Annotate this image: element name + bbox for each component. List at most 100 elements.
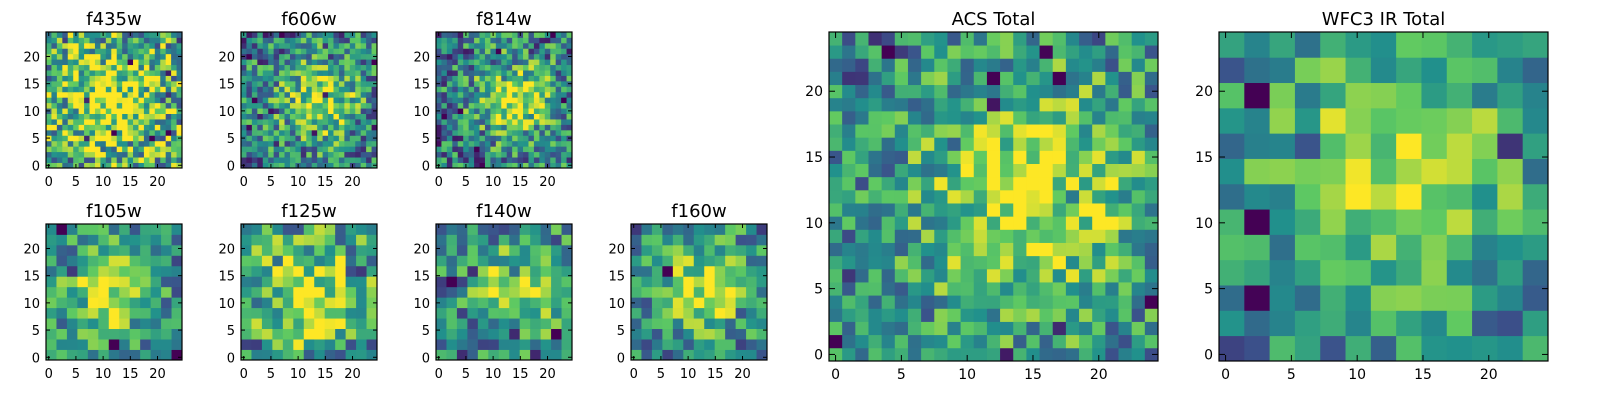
- heatmap-cell: [324, 318, 336, 330]
- heatmap-cell: [855, 137, 869, 151]
- heatmap-cell: [495, 151, 502, 158]
- heatmap-cell: [488, 339, 500, 350]
- heatmap-cell: [355, 80, 362, 87]
- heatmap-cell: [355, 48, 362, 55]
- heatmap-cell: [1052, 282, 1067, 296]
- heatmap-cell: [328, 86, 334, 93]
- heatmap-cell: [257, 151, 264, 158]
- heatmap-cell: [441, 140, 448, 147]
- heatmap-cell: [1244, 310, 1271, 337]
- heatmap-cell: [561, 157, 567, 163]
- heatmap-cell: [947, 176, 961, 191]
- heatmap-cell: [855, 229, 869, 243]
- heatmap-cell: [165, 119, 172, 125]
- heatmap-cell: [46, 244, 57, 256]
- heatmap-cell: [300, 37, 307, 44]
- heatmap-cell: [934, 176, 948, 191]
- heatmap-cell: [446, 140, 453, 147]
- heatmap-cell: [986, 176, 1001, 191]
- heatmap-cell: [116, 53, 123, 60]
- heatmap-cell: [366, 318, 378, 330]
- heatmap-cell: [89, 91, 96, 98]
- heatmap-cell: [512, 80, 518, 87]
- heatmap-cell: [1396, 335, 1422, 362]
- heatmap-cell: [160, 113, 167, 120]
- heatmap-cell: [446, 151, 453, 158]
- heatmap-cell: [257, 70, 264, 76]
- x-tick-label: 5: [267, 175, 275, 190]
- heatmap-cell: [934, 255, 948, 270]
- heatmap-cell: [533, 119, 540, 125]
- heatmap-cell: [501, 119, 508, 125]
- heatmap-cell: [921, 150, 935, 164]
- heatmap-cell: [544, 86, 551, 93]
- heatmap-cell: [94, 91, 101, 98]
- heatmap-cell: [138, 91, 145, 98]
- heatmap-cell: [881, 84, 896, 99]
- heatmap-cell: [1345, 32, 1372, 58]
- heatmap-cell: [495, 37, 502, 44]
- heatmap-cell: [1000, 347, 1014, 362]
- heatmap-cell: [533, 140, 540, 147]
- heatmap-cell: [1052, 308, 1067, 322]
- heatmap-cell: [662, 318, 674, 330]
- heatmap-cell: [140, 255, 152, 267]
- heatmap-cell: [495, 108, 502, 114]
- heatmap-cell: [528, 42, 535, 49]
- heatmap-cell: [947, 242, 961, 257]
- heatmap-cell: [1026, 163, 1040, 178]
- axes-frame: [1218, 31, 1549, 362]
- heatmap-cell: [533, 102, 540, 109]
- heatmap-cell: [46, 42, 52, 49]
- heatmap-cell: [452, 146, 459, 153]
- heatmap-cell: [1421, 234, 1448, 261]
- heatmap-cell: [293, 339, 305, 350]
- heatmap-cell: [842, 308, 856, 322]
- heatmap-cell: [160, 140, 167, 147]
- heatmap-cell: [133, 97, 139, 104]
- heatmap-cell: [127, 124, 134, 131]
- heatmap-cell: [456, 224, 468, 235]
- heatmap-cell: [273, 119, 280, 125]
- heatmap-cell: [512, 86, 518, 93]
- heatmap-cell: [512, 119, 518, 125]
- heatmap-cell: [273, 32, 280, 38]
- heatmap-cell: [284, 151, 291, 158]
- heatmap-cell: [272, 265, 284, 277]
- heatmap-cell: [149, 151, 156, 158]
- heatmap-cell: [1092, 58, 1106, 72]
- heatmap-cell: [1026, 97, 1040, 112]
- heatmap-cell: [324, 265, 336, 277]
- heatmap-cell: [756, 297, 768, 309]
- heatmap-cell: [279, 119, 285, 125]
- heatmap-cell: [881, 45, 896, 59]
- heatmap-cell: [561, 276, 573, 288]
- heatmap-cell: [1497, 57, 1524, 84]
- heatmap-cell: [947, 189, 961, 204]
- heatmap-cell: [1244, 158, 1271, 185]
- heatmap-cell: [1370, 234, 1397, 261]
- heatmap-cell: [122, 80, 128, 87]
- heatmap-cell: [566, 64, 573, 71]
- heatmap-cell: [519, 318, 531, 330]
- heatmap-cell: [295, 70, 302, 76]
- heatmap-cell: [539, 32, 546, 38]
- heatmap-cell: [122, 75, 128, 82]
- heatmap-cell: [251, 339, 263, 350]
- heatmap-cell: [94, 37, 101, 44]
- heatmap-cell: [1522, 107, 1549, 134]
- heatmap-cell: [501, 48, 508, 55]
- heatmap-cell: [246, 146, 253, 153]
- heatmap-cell: [94, 102, 101, 109]
- heatmap-cell: [119, 318, 131, 330]
- heatmap-cell: [829, 84, 843, 99]
- heatmap-cell: [501, 129, 508, 136]
- heatmap-cell: [1244, 32, 1271, 58]
- heatmap-cell: [512, 59, 518, 66]
- heatmap-cell: [631, 224, 642, 235]
- heatmap-cell: [551, 349, 562, 361]
- heatmap-cell: [349, 124, 356, 131]
- heatmap-cell: [550, 75, 557, 82]
- heatmap-cell: [366, 102, 372, 109]
- heatmap-cell: [100, 108, 107, 114]
